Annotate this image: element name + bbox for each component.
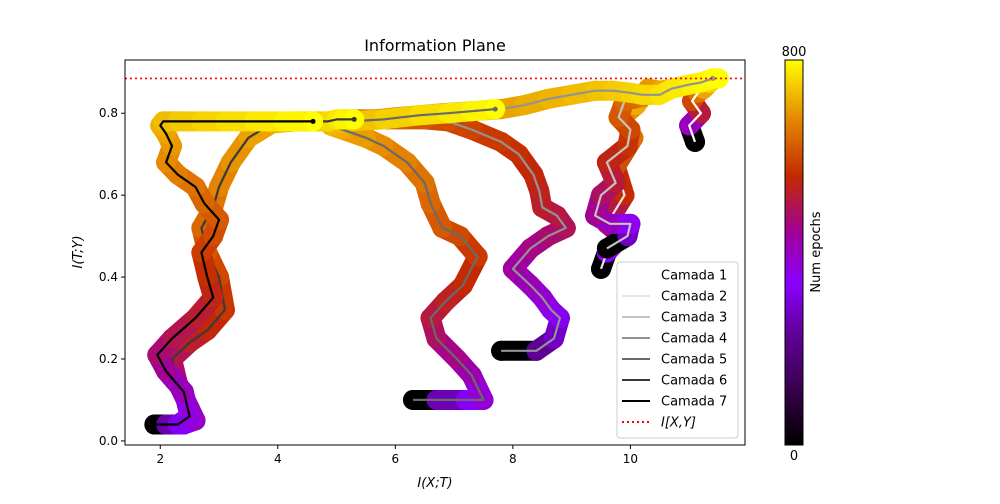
- series-end-point: [351, 116, 357, 122]
- x-axis-label: I(X;T): [417, 476, 452, 491]
- series-line: [154, 120, 314, 426]
- y-tick-label: 0.6: [99, 188, 118, 202]
- colorbar-min-label: 0: [790, 449, 798, 464]
- legend-item: Camada 5: [622, 353, 727, 368]
- y-axis-label: I(T;Y): [71, 235, 86, 268]
- legend-item: Camada 2: [622, 290, 727, 305]
- x-tick-label: 6: [392, 452, 400, 466]
- series-end-point: [310, 118, 316, 124]
- y-tick-label: 0.4: [99, 270, 118, 284]
- legend-item: Camada 1: [622, 269, 727, 284]
- series-end-point: [492, 106, 498, 112]
- plot-frame: [124, 59, 746, 446]
- series-end-point: [710, 75, 716, 81]
- legend-label: Camada 5: [661, 353, 727, 368]
- legend-item: Camada 3: [622, 311, 727, 326]
- chart-title: Information Plane: [364, 36, 506, 55]
- legend-label: I[X,Y]: [661, 416, 696, 431]
- x-tick-label: 4: [274, 452, 282, 466]
- series-5: [320, 99, 506, 410]
- trajectories-layer: [144, 68, 729, 435]
- legend-label: Camada 4: [661, 332, 727, 347]
- legend-item: I[X,Y]: [622, 416, 696, 431]
- legend: Camada 1 Camada 2 Camada 3 Camada 4 Camada 5…: [616, 261, 739, 439]
- legend-item: Camada 4: [622, 332, 727, 347]
- legend-item: Camada 7: [622, 395, 727, 410]
- series-7: [144, 111, 324, 435]
- legend-label: Camada 7: [661, 395, 727, 410]
- legend-box: [616, 261, 739, 439]
- y-tick-label: 0.2: [99, 352, 118, 366]
- legend-label: Camada 1: [661, 269, 727, 284]
- colorbar-gradient: [784, 59, 804, 446]
- series-line: [160, 118, 355, 426]
- x-tick-label: 2: [156, 452, 164, 466]
- x-tick-label: 10: [623, 452, 638, 466]
- legend-label: Camada 3: [661, 311, 727, 326]
- x-axis: 2 4 6 8 10: [156, 445, 638, 466]
- colorbar-label: Num epochs: [809, 211, 824, 292]
- legend-label: Camada 2: [661, 290, 727, 305]
- y-axis: 0.0 0.2 0.4 0.6 0.8: [99, 106, 125, 448]
- legend-label: Camada 6: [661, 374, 727, 389]
- colorbar: 800 0 Num epochs: [782, 45, 824, 464]
- y-tick-label: 0.0: [99, 434, 118, 448]
- series-line: [329, 108, 496, 401]
- y-tick-label: 0.8: [99, 106, 118, 120]
- colorbar-max-label: 800: [782, 45, 807, 60]
- legend-item: Camada 6: [622, 374, 727, 389]
- x-tick-label: 8: [509, 452, 517, 466]
